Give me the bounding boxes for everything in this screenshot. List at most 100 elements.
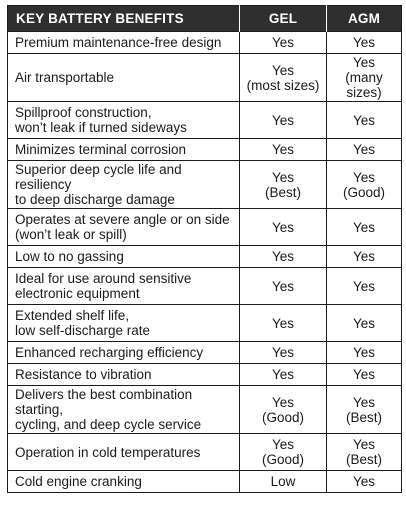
agm-value: Yes [352, 55, 376, 70]
agm-value: Yes [352, 112, 376, 128]
benefit-cell: Premium maintenance-free design [7, 31, 240, 54]
table-row: Minimizes terminal corrosion Yes Yes [7, 138, 402, 161]
gel-value: Yes [271, 219, 295, 235]
table-row: Operates at severe angle or on side (won’… [7, 208, 402, 246]
benefit-text: cycling, and deep cycle service [15, 417, 202, 432]
gel-cell: Yes [239, 341, 327, 364]
header-feature: KEY BATTERY BENEFITS [7, 5, 240, 32]
gel-value: Low [270, 474, 296, 489]
gel-cell: Yes [239, 101, 327, 139]
benefit-text: Extended shelf life, [15, 308, 130, 323]
agm-value: Yes [352, 219, 376, 235]
agm-value: Yes [352, 35, 376, 50]
table-body: Premium maintenance-free design Yes Yes Air… [7, 31, 402, 493]
benefit-text: won’t leak if turned sideways [15, 120, 187, 135]
benefit-text: Minimizes terminal corrosion [15, 142, 187, 157]
gel-value: (Good) [261, 452, 305, 467]
benefit-text: Operation in cold temperatures [15, 444, 201, 460]
agm-value: (Good) [342, 184, 386, 200]
gel-cell: Yes (Best) [239, 160, 327, 209]
benefit-text: (won’t leak or spill) [15, 227, 127, 242]
benefit-text: Enhanced recharging efficiency [15, 345, 204, 360]
benefit-cell: Minimizes terminal corrosion [7, 138, 240, 161]
benefit-text: Delivers the best combination starting, [15, 387, 193, 417]
gel-cell: Yes (most sizes) [239, 53, 327, 102]
benefit-cell: Ideal for use around sensitive electronic… [7, 267, 240, 305]
agm-value: Yes [352, 367, 376, 382]
agm-cell: Yes (Best) [326, 385, 402, 434]
battery-benefits-document: KEY BATTERY BENEFITS GEL AGM Premium mai… [7, 5, 402, 493]
gel-value: (Good) [261, 409, 305, 425]
gel-cell: Yes [239, 138, 327, 161]
gel-cell: Low [239, 470, 327, 493]
agm-cell: Yes (Good) [326, 160, 402, 209]
gel-value: Yes [271, 394, 295, 410]
agm-cell: Yes [326, 470, 402, 493]
agm-value: Yes [352, 345, 376, 360]
gel-value: Yes [271, 35, 295, 50]
gel-cell: Yes [239, 208, 327, 246]
benefit-text: Cold engine cranking [15, 474, 142, 489]
gel-cell: Yes [239, 245, 327, 268]
gel-value: Yes [271, 278, 295, 294]
agm-cell: Yes [326, 341, 402, 364]
agm-value: Yes [352, 169, 376, 185]
gel-value: Yes [271, 249, 295, 264]
benefit-text: Low to no gassing [15, 249, 124, 264]
agm-value: Yes [352, 315, 376, 331]
agm-value: Yes [352, 142, 376, 157]
agm-cell: Yes [326, 304, 402, 342]
header-gel: GEL [239, 5, 327, 32]
table-row: Ideal for use around sensitive electronic… [7, 267, 402, 305]
gel-cell: Yes (Good) [239, 433, 327, 471]
benefit-cell: Cold engine cranking [7, 470, 240, 493]
gel-value: Yes [271, 315, 295, 331]
table-row: Enhanced recharging efficiency Yes Yes [7, 341, 402, 364]
gel-value: (Best) [264, 184, 301, 200]
benefit-cell: Extended shelf life, low self-discharge r… [7, 304, 240, 342]
benefit-cell: Operation in cold temperatures [7, 433, 240, 471]
agm-cell: Yes [326, 363, 402, 386]
gel-cell: Yes (Good) [239, 385, 327, 434]
benefit-cell: Enhanced recharging efficiency [7, 341, 240, 364]
table-row: Low to no gassing Yes Yes [7, 245, 402, 268]
benefit-cell: Superior deep cycle life and resiliency t… [7, 160, 240, 209]
header-agm: AGM [326, 5, 402, 32]
table-row: Premium maintenance-free design Yes Yes [7, 31, 402, 54]
gel-cell: Yes [239, 363, 327, 386]
table-row: Superior deep cycle life and resiliency t… [7, 160, 402, 209]
benefit-cell: Low to no gassing [7, 245, 240, 268]
gel-cell: Yes [239, 304, 327, 342]
table-row: Resistance to vibration Yes Yes [7, 363, 402, 386]
agm-cell: Yes [326, 101, 402, 139]
agm-value: Yes [352, 474, 376, 489]
agm-cell: Yes [326, 245, 402, 268]
table-row: Extended shelf life, low self-discharge r… [7, 304, 402, 342]
benefit-text: Air transportable [15, 70, 115, 85]
agm-cell: Yes (Best) [326, 433, 402, 471]
benefit-cell: Air transportable [7, 53, 240, 102]
agm-value: Yes [352, 249, 376, 264]
benefits-table: KEY BATTERY BENEFITS GEL AGM Premium mai… [7, 5, 402, 493]
agm-value: Yes [352, 437, 376, 452]
benefit-text: Resistance to vibration [15, 367, 152, 382]
agm-cell: Yes (many sizes) [326, 53, 402, 102]
gel-cell: Yes [239, 267, 327, 305]
agm-cell: Yes [326, 138, 402, 161]
benefit-cell: Resistance to vibration [7, 363, 240, 386]
benefit-text: Operates at severe angle or on side [15, 212, 230, 227]
table-row: Cold engine cranking Low Yes [7, 470, 402, 493]
table-row: Operation in cold temperatures Yes (Good) Y… [7, 433, 402, 471]
table-header: KEY BATTERY BENEFITS GEL AGM [7, 5, 402, 32]
benefit-cell: Operates at severe angle or on side (won’… [7, 208, 240, 246]
benefit-text: low self-discharge rate [15, 323, 151, 338]
benefit-cell: Spillproof construction, won’t leak if tu… [7, 101, 240, 139]
agm-cell: Yes [326, 31, 402, 54]
gel-cell: Yes [239, 31, 327, 54]
gel-value: Yes [271, 142, 295, 157]
table-row: Delivers the best combination starting, c… [7, 385, 402, 434]
benefit-text: Premium maintenance-free design [15, 35, 222, 50]
agm-value: Yes [352, 278, 376, 294]
agm-cell: Yes [326, 267, 402, 305]
gel-value: Yes [271, 112, 295, 128]
